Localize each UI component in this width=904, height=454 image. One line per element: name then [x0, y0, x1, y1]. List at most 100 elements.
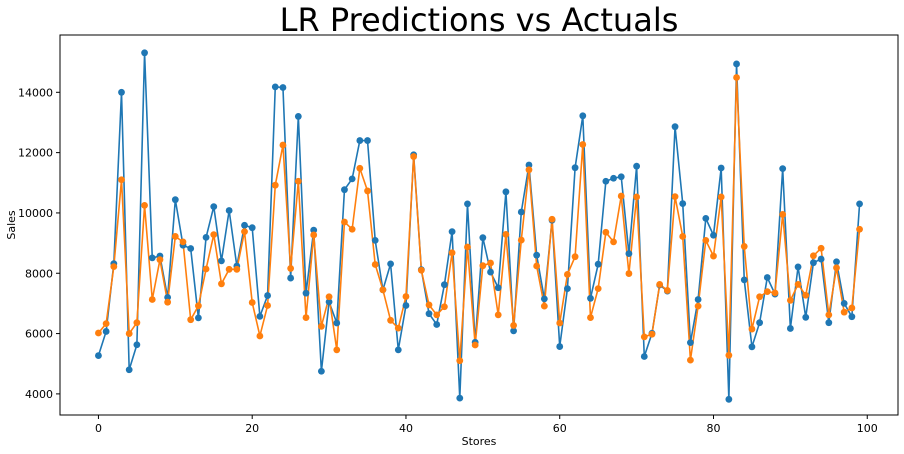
series-1-point	[118, 176, 125, 184]
series-1-point	[564, 271, 571, 278]
series-0-point	[625, 250, 633, 258]
series-0-point	[594, 260, 602, 268]
series-0-point	[533, 251, 541, 259]
series-1-point	[594, 285, 602, 293]
series-0-point	[671, 123, 679, 131]
series-1-point	[294, 177, 302, 185]
series-1-point	[187, 316, 195, 324]
series-0-point	[556, 343, 564, 350]
series-1-point	[148, 296, 156, 303]
y-tick-label: 4000	[25, 388, 53, 401]
series-0-point	[264, 292, 271, 299]
series-0-point	[525, 161, 533, 169]
series-1-point	[748, 325, 756, 333]
series-1-point	[441, 303, 448, 311]
series-0-point	[725, 395, 733, 403]
series-0-point	[494, 284, 502, 292]
series-0-point	[817, 255, 825, 263]
series-0-point	[279, 84, 287, 91]
x-tick-label: 40	[399, 422, 413, 435]
series-0-point	[248, 224, 256, 232]
series-1-point	[425, 301, 433, 309]
series-0-point	[502, 188, 510, 196]
series-0-point	[687, 339, 694, 347]
y-tick-label: 14000	[18, 86, 53, 99]
series-1-point	[510, 322, 517, 329]
series-1-point	[856, 225, 863, 233]
series-0-point	[825, 319, 833, 327]
series-1-point	[779, 211, 787, 218]
series-1-point	[402, 293, 410, 300]
series-0-point	[95, 352, 102, 359]
series-1-point	[287, 265, 295, 272]
series-0-point	[448, 228, 456, 236]
y-tick-label: 6000	[25, 328, 53, 341]
series-0-point	[348, 175, 356, 183]
series-1-point	[302, 314, 310, 321]
series-1-point	[256, 332, 264, 340]
series-1-point	[679, 233, 687, 240]
series-0-point	[394, 346, 402, 354]
series-0-point	[256, 312, 264, 320]
series-0-point	[617, 173, 625, 181]
series-1-point	[494, 311, 502, 319]
series-1-point	[95, 329, 102, 337]
series-0-point	[717, 164, 725, 172]
series-0-point	[133, 341, 141, 349]
series-0-point	[848, 313, 856, 321]
series-1-point	[333, 346, 341, 354]
series-0-point	[763, 274, 771, 281]
series-1-point	[279, 141, 287, 149]
series-0-point	[802, 313, 810, 321]
series-0-point	[464, 200, 471, 208]
series-1-point	[471, 341, 479, 349]
series-0-point	[810, 259, 817, 267]
y-axis-label: Sales	[5, 210, 18, 240]
x-axis: 0 20 40 60 80 100	[95, 415, 878, 435]
series-1-point	[802, 291, 810, 299]
series-0-point	[571, 164, 579, 172]
series-0-point	[610, 174, 617, 182]
series-1-point	[371, 261, 379, 268]
series-0-point	[148, 254, 156, 262]
series-1-point	[194, 302, 202, 310]
series-0-point	[271, 83, 279, 91]
series-1-point	[417, 266, 425, 274]
series-1-point	[825, 311, 833, 319]
series-1-point	[502, 230, 510, 238]
series-1-point	[740, 243, 748, 250]
series-0-point	[387, 260, 394, 268]
series-1-point	[548, 215, 556, 223]
series-1-point	[602, 228, 610, 236]
series-1-point	[694, 302, 702, 310]
series-0-point	[364, 137, 371, 144]
series-1-point	[517, 236, 525, 244]
series-0-point	[218, 257, 225, 265]
series-0-point	[294, 113, 302, 120]
series-0-point	[433, 321, 441, 328]
series-1-point	[341, 218, 348, 226]
series-1-point	[394, 324, 402, 332]
series-1-point	[179, 238, 187, 246]
series-1-point	[640, 333, 648, 341]
series-1-point	[656, 281, 664, 288]
series-0-point	[710, 231, 717, 239]
series-1-point	[648, 330, 656, 338]
y-tick-label: 10000	[18, 207, 53, 220]
series-1-point	[325, 293, 333, 301]
series-0-point	[702, 214, 710, 222]
series-0-point	[487, 268, 494, 276]
series-0-point	[325, 298, 333, 306]
series-0-point	[371, 236, 379, 244]
series-1-point	[663, 287, 671, 294]
series-0-point	[210, 203, 218, 211]
series-1-point	[579, 141, 587, 148]
series-0-point	[740, 276, 748, 284]
series-1-point	[617, 192, 625, 200]
series-1-point	[141, 202, 148, 209]
series-0-point	[510, 327, 517, 335]
chart-title: LR Predictions vs Actuals	[280, 1, 679, 39]
series-0-point	[194, 314, 202, 322]
series-1-point	[817, 244, 825, 252]
series-1-point	[156, 256, 164, 264]
